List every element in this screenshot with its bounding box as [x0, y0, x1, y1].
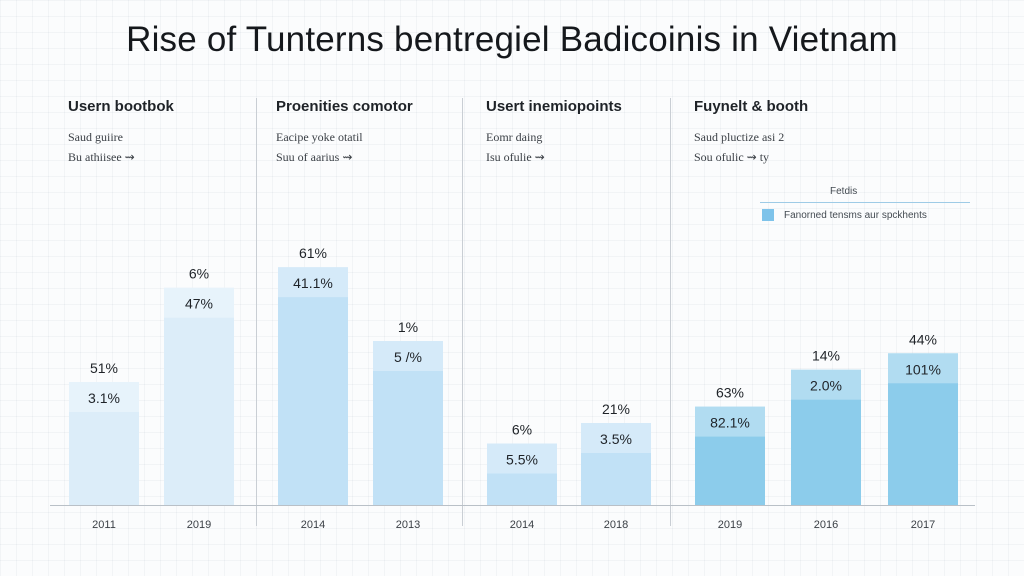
bar-inner-label: 2.0%	[810, 378, 842, 394]
bar	[487, 443, 557, 505]
bar	[695, 406, 765, 505]
bar-cap	[888, 353, 958, 384]
bar-cap	[487, 443, 557, 474]
bar-cap	[278, 267, 348, 298]
bar-inner-label: 5.5%	[506, 452, 538, 468]
panel-subtitle: Eacipe yoke otatil	[276, 130, 363, 144]
x-tick-label: 2018	[604, 519, 628, 531]
panel-subtitle: Bu athiisee ⇝	[68, 150, 135, 164]
legend-title: Fetdis	[830, 186, 858, 197]
bar-cap	[164, 287, 234, 318]
x-tick-label: 2019	[718, 519, 742, 531]
bar-inner-label: 82.1%	[710, 415, 750, 431]
x-tick-label: 2016	[814, 519, 838, 531]
bar-inner-label: 47%	[185, 296, 213, 312]
bar	[278, 267, 348, 505]
bar-top-label: 63%	[716, 385, 744, 401]
bar-inner-label: 41.1%	[293, 275, 333, 291]
bar	[373, 341, 443, 505]
panel-title: Proenities comotor	[276, 98, 413, 115]
x-tick-label: 2014	[510, 519, 534, 531]
bar-inner-label: 5 /%	[394, 349, 422, 365]
bar	[69, 382, 139, 505]
panel-subtitle: Suu of aarius ⇝	[276, 150, 353, 164]
bar-top-label: 61%	[299, 245, 327, 261]
panel-subtitle: Sou ofulic ⇝ ty	[694, 150, 770, 164]
panel-header-3: Usert inemiopoints Eomr daing Isu ofulie…	[486, 98, 686, 167]
panel-header-1: Usern bootbok Saud guiire Bu athiisee ⇝	[68, 98, 268, 167]
bar-inner-label: 3.1%	[88, 390, 120, 406]
x-tick-label: 2013	[396, 519, 420, 531]
legend-label: Fanorned tensms aur spckhents	[784, 210, 927, 221]
legend-rule	[760, 202, 970, 203]
panel-subtitle: Saud pluctize asi 2	[694, 130, 785, 144]
bar-inner-label: 3.5%	[600, 431, 632, 447]
bar-top-label: 6%	[512, 422, 532, 438]
bar	[791, 369, 861, 505]
legend-swatch	[762, 209, 774, 221]
bar-inner-label: 101%	[905, 361, 941, 377]
x-tick-label: 2019	[187, 519, 211, 531]
bar-top-label: 14%	[812, 348, 840, 364]
bar-cap	[69, 382, 139, 412]
panel-divider	[256, 98, 257, 526]
x-tick-label: 2011	[92, 519, 116, 531]
panel-title: Usern bootbok	[68, 98, 174, 115]
bar-top-label: 6%	[189, 266, 209, 282]
bar-cap	[373, 341, 443, 371]
bar-top-label: 51%	[90, 360, 118, 376]
panel-divider	[462, 98, 463, 526]
panel-divider	[670, 98, 671, 526]
bar-cap	[581, 423, 651, 453]
bar-cap	[791, 369, 861, 400]
bar	[581, 423, 651, 505]
chart-title: Rise of Tunterns bentregiel Badicoinis i…	[126, 20, 898, 59]
x-tick-label: 2017	[911, 519, 935, 531]
bar-top-label: 1%	[398, 319, 418, 335]
bar	[888, 353, 958, 505]
bar-cap	[695, 406, 765, 437]
panel-title: Fuynelt & booth	[694, 98, 809, 115]
panel-subtitle: Eomr daing	[486, 130, 543, 144]
bar-top-label: 44%	[909, 331, 937, 347]
x-tick-label: 2014	[301, 519, 325, 531]
panel-header-2: Proenities comotor Eacipe yoke otatil Su…	[276, 98, 476, 167]
panel-subtitle: Isu ofulie ⇝	[486, 150, 545, 164]
panel-header-4: Fuynelt & booth Saud pluctize asi 2 Sou …	[694, 98, 894, 167]
panel-title: Usert inemiopoints	[486, 98, 622, 115]
bar	[164, 287, 234, 505]
bar-top-label: 21%	[602, 401, 630, 417]
panel-subtitle: Saud guiire	[68, 130, 123, 144]
